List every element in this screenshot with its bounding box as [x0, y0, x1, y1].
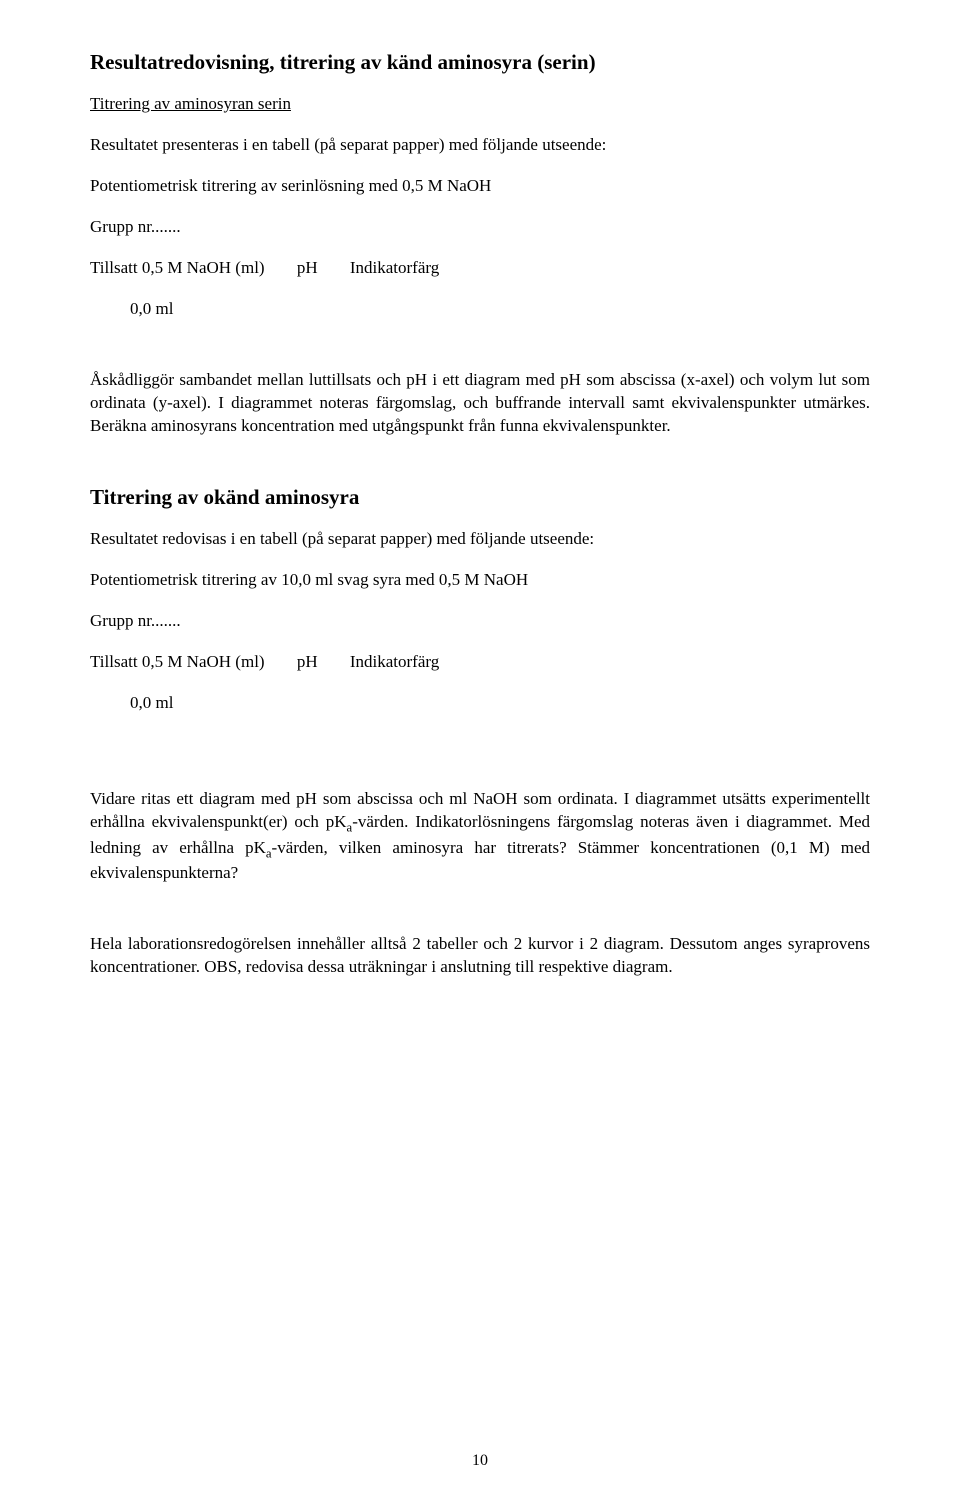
col-b: pH — [297, 258, 318, 277]
para-diagram-2: Vidare ritas ett diagram med pH som absc… — [90, 788, 870, 885]
para-method-1: Potentiometrisk titrering av serinlösnin… — [90, 175, 870, 198]
page: Resultatredovisning, titrering av känd a… — [0, 0, 960, 1495]
subtitle-1: Titrering av aminosyran serin — [90, 93, 870, 116]
table-row-0a: 0,0 ml — [130, 298, 870, 321]
col-c2: Indikatorfärg — [350, 652, 439, 671]
col-a: Tillsatt 0,5 M NaOH (ml) — [90, 258, 265, 277]
para-method-2: Potentiometrisk titrering av 10,0 ml sva… — [90, 569, 870, 592]
group-line: Grupp nr....... — [90, 216, 870, 239]
table-row-0b: 0,0 ml — [130, 692, 870, 715]
table-header-1: Tillsatt 0,5 M NaOH (ml) pH Indikatorfär… — [90, 257, 870, 280]
para-diagram-1: Åskådliggör sambandet mellan luttillsats… — [90, 369, 870, 438]
para-intro: Resultatet presenteras i en tabell (på s… — [90, 134, 870, 157]
para-intro-2: Resultatet redovisas i en tabell (på sep… — [90, 528, 870, 551]
para-summary: Hela laborationsredogörelsen innehåller … — [90, 933, 870, 979]
page-number: 10 — [472, 1452, 488, 1470]
group-line-2: Grupp nr....... — [90, 610, 870, 633]
page-title: Resultatredovisning, titrering av känd a… — [90, 50, 870, 75]
col-c: Indikatorfärg — [350, 258, 439, 277]
col-a2: Tillsatt 0,5 M NaOH (ml) — [90, 652, 265, 671]
heading-2: Titrering av okänd aminosyra — [90, 485, 870, 510]
table-header-2: Tillsatt 0,5 M NaOH (ml) pH Indikatorfär… — [90, 651, 870, 674]
col-b2: pH — [297, 652, 318, 671]
